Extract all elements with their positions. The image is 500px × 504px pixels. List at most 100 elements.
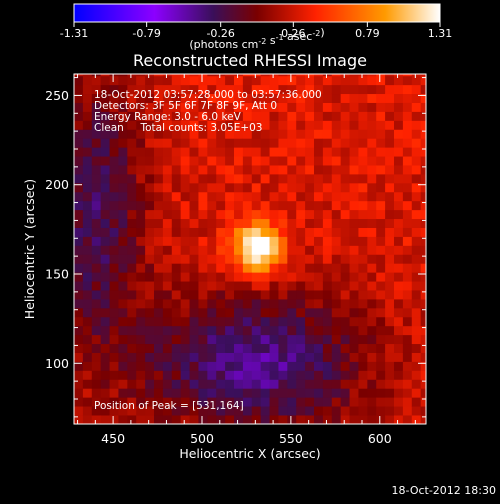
- heatmap-cell: [162, 147, 173, 157]
- heatmap-cell: [278, 388, 288, 398]
- heatmap-cell: [171, 191, 182, 202]
- heatmap-cell: [269, 370, 279, 380]
- heatmap-cell: [296, 272, 306, 282]
- heatmap-cell: [411, 147, 422, 157]
- heatmap-cell: [340, 245, 350, 255]
- heatmap-cell: [420, 209, 426, 220]
- colorbar-tick-label: 0.79: [355, 27, 380, 40]
- heatmap-cell: [154, 156, 164, 166]
- heatmap-cell: [376, 129, 386, 139]
- heatmap-cell: [171, 129, 182, 139]
- heatmap-cell: [82, 388, 93, 398]
- heatmap-cell: [82, 120, 93, 130]
- heatmap-cell: [109, 138, 119, 148]
- heatmap-cell: [394, 245, 404, 255]
- render-timestamp: 18-Oct-2012 18:30: [392, 484, 496, 497]
- heatmap-cell: [136, 406, 146, 416]
- heatmap-cell: [145, 84, 155, 95]
- heatmap-cell: [349, 138, 359, 148]
- heatmap-cell: [82, 129, 93, 139]
- heatmap-cell: [314, 200, 324, 211]
- heatmap-cell: [171, 415, 182, 424]
- heatmap-cell: [162, 129, 173, 139]
- heatmap-cell: [394, 263, 404, 273]
- heatmap-cell: [411, 406, 422, 416]
- heatmap-cell: [322, 290, 333, 300]
- heatmap-cell: [314, 272, 324, 282]
- heatmap-cell: [402, 218, 413, 228]
- heatmap-cell: [189, 227, 199, 237]
- heatmap-cell: [314, 102, 324, 112]
- heatmap-cell: [118, 227, 128, 237]
- heatmap-cell: [367, 111, 377, 121]
- heatmap-cell: [358, 388, 368, 398]
- heatmap-cell: [100, 93, 110, 103]
- heatmap-cell: [91, 93, 102, 103]
- heatmap-cell: [305, 93, 315, 103]
- heatmap-cell: [385, 307, 395, 318]
- heatmap-cell: [367, 352, 377, 362]
- heatmap-cell: [269, 343, 279, 353]
- heatmap-cell: [180, 218, 190, 228]
- heatmap-cell: [100, 415, 110, 424]
- heatmap-cell: [154, 200, 164, 211]
- heatmap-cell: [171, 316, 182, 327]
- heatmap-cell: [127, 361, 137, 371]
- heatmap-cell: [198, 182, 208, 193]
- heatmap-cell: [154, 129, 164, 139]
- heatmap-cell: [376, 290, 386, 300]
- heatmap-cell: [367, 165, 377, 175]
- heatmap-cell: [145, 129, 155, 139]
- heatmap-cell: [162, 245, 173, 255]
- heatmap-cell: [207, 334, 217, 345]
- heatmap-cell: [127, 415, 137, 424]
- heatmap-cell: [260, 388, 270, 398]
- heatmap-cell: [411, 236, 422, 246]
- heatmap-cell: [127, 236, 137, 246]
- heatmap-cell: [216, 334, 226, 345]
- heatmap-cell: [242, 388, 253, 398]
- heatmap-cell: [269, 236, 279, 246]
- heatmap-cell: [225, 74, 235, 77]
- heatmap-cell: [349, 290, 359, 300]
- heatmap-cell: [385, 93, 395, 103]
- heatmap-cell: [305, 343, 315, 353]
- heatmap-cell: [402, 111, 413, 121]
- heatmap-cell: [74, 245, 84, 255]
- heatmap-cell: [411, 191, 422, 202]
- heatmap-cell: [136, 75, 146, 86]
- heatmap-cell: [305, 111, 315, 121]
- heatmap-cell: [100, 361, 110, 371]
- heatmap-cell: [82, 156, 93, 166]
- heatmap-cell: [225, 397, 235, 407]
- heatmap-cell: [251, 74, 262, 77]
- heatmap-image: [74, 74, 426, 424]
- heatmap-cell: [296, 84, 306, 95]
- heatmap-cell: [136, 165, 146, 175]
- heatmap-cell: [322, 307, 333, 318]
- heatmap-cell: [198, 307, 208, 318]
- observation-annotations: 18-Oct-2012 03:57:28.000 to 03:57:36.000…: [94, 89, 322, 412]
- heatmap-cell: [74, 307, 84, 318]
- heatmap-cell: [402, 307, 413, 318]
- heatmap-cell: [136, 290, 146, 300]
- heatmap-cell: [358, 379, 368, 389]
- heatmap-cell: [198, 406, 208, 416]
- heatmap-cell: [216, 236, 226, 246]
- heatmap-cell: [225, 299, 235, 309]
- heatmap-cell: [207, 397, 217, 407]
- heatmap-cell: [367, 415, 377, 424]
- heatmap-cell: [411, 397, 422, 407]
- heatmap-cell: [385, 254, 395, 264]
- heatmap-cell: [91, 74, 102, 77]
- heatmap-cell: [340, 254, 350, 264]
- heatmap-cell: [118, 165, 128, 175]
- heatmap-cell: [269, 74, 279, 77]
- y-tick-label: 250: [45, 88, 69, 103]
- heatmap-cell: [411, 200, 422, 211]
- heatmap-cell: [420, 218, 426, 228]
- heatmap-cell: [118, 111, 128, 121]
- heatmap-cell: [420, 227, 426, 237]
- heatmap-cell: [251, 156, 262, 166]
- heatmap-cell: [180, 388, 190, 398]
